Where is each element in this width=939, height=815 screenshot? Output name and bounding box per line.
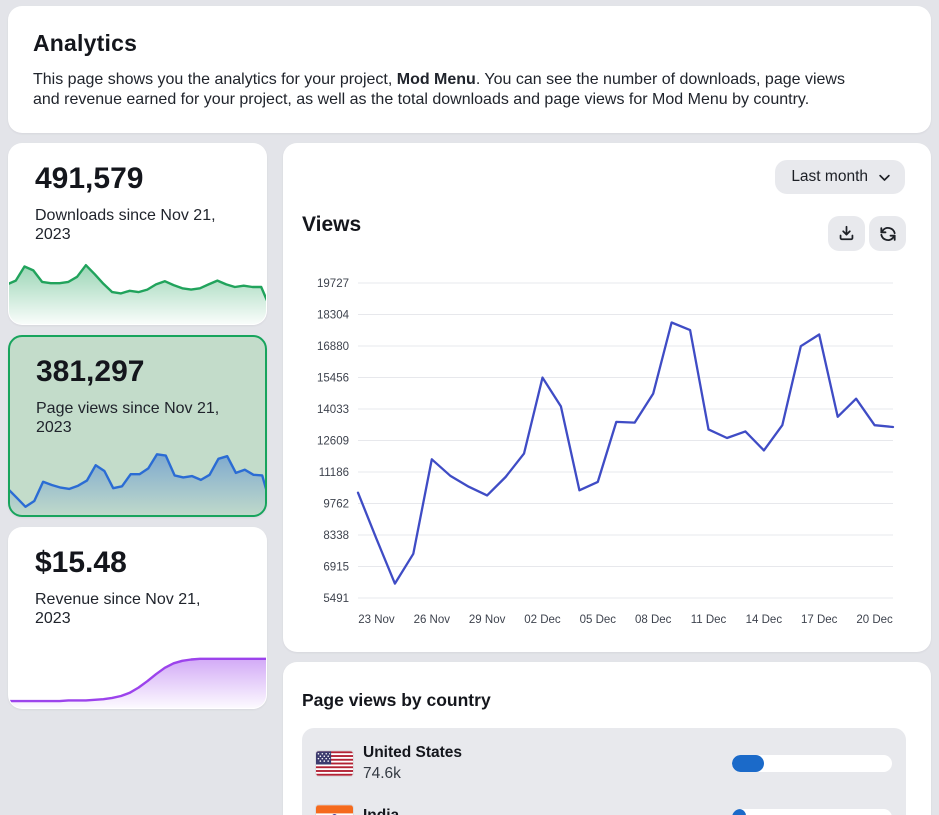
views-panel: Last month Views 5491 6915 8338 9762 11186 12… xyxy=(283,143,931,652)
page-views-sparkline-chart xyxy=(10,453,265,515)
india-flag-icon xyxy=(316,804,353,815)
svg-text:14 Dec: 14 Dec xyxy=(746,614,783,626)
svg-text:11186: 11186 xyxy=(319,467,349,479)
country-name: India xyxy=(363,806,400,815)
downloads-stat-value: 491,579 xyxy=(35,162,144,195)
country-views-count: 74.6k xyxy=(363,764,401,782)
svg-text:15456: 15456 xyxy=(317,373,349,385)
svg-text:02 Dec: 02 Dec xyxy=(524,614,561,626)
svg-text:8338: 8338 xyxy=(323,530,349,542)
date-range-select[interactable]: Last month xyxy=(775,160,905,194)
revenue-stat-value: $15.48 xyxy=(35,546,127,579)
svg-text:29 Nov: 29 Nov xyxy=(469,614,506,626)
downloads-stat-label: Downloads since Nov 21, 2023 xyxy=(35,207,216,243)
svg-text:14033: 14033 xyxy=(317,404,349,416)
svg-text:05 Dec: 05 Dec xyxy=(580,614,617,626)
download-icon xyxy=(839,225,854,241)
page-views-stat-value: 381,297 xyxy=(36,355,145,388)
downloads-stat-card[interactable]: 491,579 Downloads since Nov 21, 2023 xyxy=(8,143,267,325)
revenue-stat-label: Revenue since Nov 21, 2023 xyxy=(35,591,201,627)
svg-text:08 Dec: 08 Dec xyxy=(635,614,672,626)
refresh-button[interactable] xyxy=(869,216,906,251)
countries-panel: Page views by country xyxy=(283,662,931,815)
svg-text:19727: 19727 xyxy=(317,278,349,290)
svg-text:16880: 16880 xyxy=(317,341,349,353)
project-name: Mod Menu xyxy=(396,71,476,88)
page-description: This page shows you the analytics for yo… xyxy=(33,71,845,108)
views-title: Views xyxy=(302,213,362,236)
page-title: Analytics xyxy=(33,30,138,56)
svg-text:5491: 5491 xyxy=(323,593,349,605)
svg-text:18304: 18304 xyxy=(317,309,350,321)
us-flag-icon xyxy=(316,750,353,776)
revenue-stat-card[interactable]: $15.48 Revenue since Nov 21, 2023 xyxy=(8,527,267,709)
refresh-icon xyxy=(879,226,896,241)
svg-text:26 Nov: 26 Nov xyxy=(414,614,451,626)
country-views-bar xyxy=(732,754,892,772)
svg-text:6915: 6915 xyxy=(323,561,349,573)
chevron-down-icon xyxy=(879,174,890,181)
svg-text:9762: 9762 xyxy=(323,498,349,510)
svg-text:17 Dec: 17 Dec xyxy=(801,614,838,626)
analytics-header: Analytics This page shows you the analyt… xyxy=(8,6,931,133)
svg-text:12609: 12609 xyxy=(317,436,349,448)
country-row-india: India xyxy=(316,794,892,815)
date-range-label: Last month xyxy=(791,168,868,185)
country-list: United States 74.6k xyxy=(302,728,906,815)
country-views-bar xyxy=(732,808,892,815)
countries-title: Page views by country xyxy=(302,690,491,710)
country-name: United States xyxy=(363,743,463,761)
page-views-stat-card[interactable]: 381,297 Page views since Nov 21, 2023 xyxy=(8,335,267,517)
downloads-sparkline-chart xyxy=(9,264,266,324)
country-row-united-states: United States 74.6k xyxy=(316,740,892,786)
svg-text:23 Nov: 23 Nov xyxy=(358,614,395,626)
svg-text:11 Dec: 11 Dec xyxy=(691,614,727,626)
page-views-stat-label: Page views since Nov 21, 2023 xyxy=(36,400,220,436)
download-csv-button[interactable] xyxy=(828,216,865,251)
views-line-chart: 5491 6915 8338 9762 11186 12609 14033 15456 1688… xyxy=(317,278,895,626)
svg-text:20 Dec: 20 Dec xyxy=(856,614,893,626)
revenue-sparkline-chart xyxy=(9,657,266,708)
